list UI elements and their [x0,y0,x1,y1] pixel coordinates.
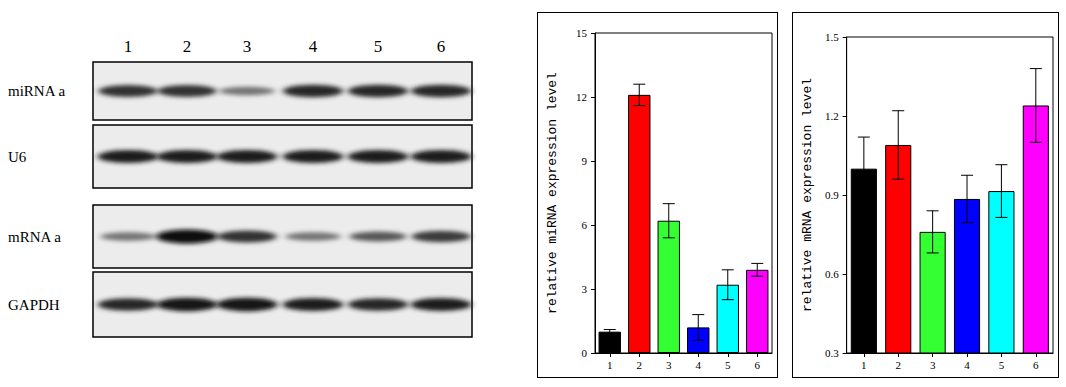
svg-text:4: 4 [309,37,318,56]
svg-text:relative mRNA expression level: relative mRNA expression level [800,78,815,312]
svg-text:3: 3 [666,359,672,371]
svg-text:5: 5 [374,37,383,56]
svg-text:4: 4 [964,359,970,371]
svg-text:3: 3 [582,283,588,295]
svg-text:9: 9 [582,155,588,167]
svg-text:U6: U6 [8,149,27,165]
svg-text:5: 5 [999,359,1005,371]
svg-text:2: 2 [895,359,901,371]
svg-text:12: 12 [576,91,587,103]
svg-text:1: 1 [861,359,867,371]
svg-text:2: 2 [183,37,192,56]
svg-text:1.5: 1.5 [825,31,839,43]
svg-text:relative miRNA expression leve: relative miRNA expression level [545,72,560,314]
svg-text:2: 2 [637,359,643,371]
svg-text:6: 6 [1033,359,1039,371]
svg-text:6: 6 [437,37,446,56]
svg-text:0.6: 0.6 [825,268,839,280]
svg-text:miRNA a: miRNA a [8,83,65,99]
svg-text:5: 5 [725,359,731,371]
svg-text:6: 6 [755,359,761,371]
svg-text:mRNA a: mRNA a [8,229,61,245]
svg-text:3: 3 [930,359,936,371]
svg-text:1: 1 [124,37,133,56]
svg-text:0: 0 [582,347,588,359]
svg-text:6: 6 [582,219,588,231]
svg-text:0.3: 0.3 [825,347,839,359]
svg-text:4: 4 [696,359,702,371]
svg-text:0.9: 0.9 [825,189,839,201]
svg-text:GAPDH: GAPDH [8,297,60,313]
svg-text:3: 3 [243,37,252,56]
svg-text:1: 1 [607,359,613,371]
svg-text:15: 15 [576,27,588,39]
svg-text:1.2: 1.2 [825,110,839,122]
